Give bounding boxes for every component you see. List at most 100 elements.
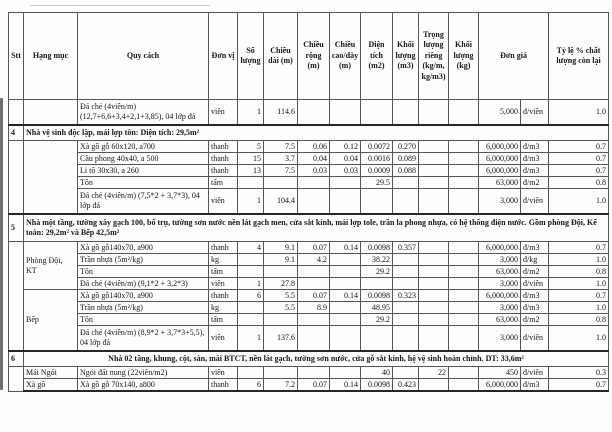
cell-don-gia-unit: đ/m3: [519, 378, 550, 392]
table-row: Phòng Đội, KT Xà gồ gỗ140x70, a900 thanh…: [8, 241, 610, 352]
cell-khoi-luong-m3: 0.323: [392, 289, 419, 302]
cell-khoi-luong-m3: 0.089: [392, 152, 419, 165]
cell-so-luong: 4: [237, 241, 264, 254]
cell-don-vi: kg: [208, 301, 238, 314]
cell-chieu-rong: 0.03: [297, 164, 330, 177]
cell-don-gia: 6,000,000: [478, 164, 521, 177]
cell-khoi-luong-kg: [448, 277, 479, 290]
cell-quy-cach: Xà gồ gỗ 70x140, a800: [77, 378, 209, 392]
cell-so-luong: 1: [237, 99, 264, 126]
cell-dien-tich: 48.95: [360, 301, 393, 314]
cell-khoi-luong-kg: [448, 301, 479, 314]
header-chieu-dai: Chiều dài (m): [263, 12, 298, 100]
cell-khoi-luong-m3: [392, 325, 419, 352]
cell-chieu-cao: 0.12: [329, 140, 361, 153]
cell-dien-tich: 40: [360, 366, 393, 379]
cell-quy-cach: Trần nhựa (5m²/kg): [77, 301, 209, 314]
cell-chieu-cao: 0.14: [329, 241, 361, 254]
cell-trong-luong-rieng: [418, 241, 449, 254]
cell-trong-luong-rieng: [418, 140, 449, 153]
cell-ty-le: 1.0: [548, 188, 610, 215]
cell-don-vi: thanh: [208, 164, 238, 177]
cell-don-vi: kg: [208, 253, 238, 266]
cell-ty-le: 0.8: [548, 313, 610, 326]
section-title: Nhà vệ sinh độc lập, mái lợp tôn: Diện t…: [22, 124, 610, 141]
section-stt: 4: [8, 124, 24, 141]
cell-don-vi: tấm: [208, 176, 238, 189]
cell-hang-muc: [23, 140, 78, 215]
cell-khoi-luong-m3: 0.357: [392, 241, 419, 254]
cell-don-vi: tấm: [208, 265, 238, 278]
cell-chieu-cao: [329, 176, 361, 189]
cell-don-gia-unit: đ/m3: [519, 164, 550, 177]
cell-ty-le: 1.0: [548, 325, 610, 352]
cell-quy-cach: Tôn: [77, 313, 209, 326]
cell-trong-luong-rieng: [418, 253, 449, 266]
cell-chieu-dai: 27.8: [263, 277, 298, 290]
cell-so-luong: 1: [237, 188, 264, 215]
header-chieu-rong: Chiều rộng (m): [297, 12, 330, 100]
cell-stt: [8, 366, 24, 392]
header-chieu-cao: Chiều cao/dày (m): [329, 12, 361, 100]
cell-quy-cach: Tôn: [77, 265, 209, 278]
cell-khoi-luong-m3: [392, 277, 419, 290]
header-row: Stt Hạng mục Quy cách Đơn vị Số lượng Ch…: [8, 12, 610, 100]
cell-so-luong: 6: [237, 378, 264, 392]
cell-chieu-rong: 4.2: [297, 253, 330, 266]
table-row: Cầu phong 40x40, a 500 thanh 15 3.7 0.04…: [9, 152, 610, 165]
cell-don-gia: 6,000,000: [478, 378, 521, 392]
cell-so-luong: 5: [237, 140, 264, 153]
cell-don-gia: 450: [478, 366, 521, 379]
cell-khoi-luong-m3: 0.088: [392, 164, 419, 177]
cell-chieu-cao: [329, 313, 361, 326]
header-hang-muc: Hạng mục: [23, 12, 78, 100]
cell-khoi-luong-kg: [448, 265, 479, 278]
cell-stt: [8, 140, 24, 215]
cell-trong-luong-rieng: [418, 164, 449, 177]
cell-don-gia-unit: đ/m3: [519, 152, 550, 165]
cell-don-gia-unit: đ/viên: [519, 277, 550, 290]
cell-trong-luong-rieng: [418, 265, 449, 278]
cell-ty-le: 0.7: [548, 152, 610, 165]
cell-chieu-cao: [329, 325, 361, 352]
cell-ty-le: 0.7: [548, 164, 610, 177]
table-row: Xà gồ gỗ 60x120, a700 thanh 5 7.5 0.06 0…: [8, 140, 610, 215]
cell-chieu-rong: [297, 99, 330, 126]
cell-khoi-luong-kg: [448, 313, 479, 326]
table-row: Đá chẻ (4viên/m) (7,5*2 + 3,7*3), 04 lớp…: [9, 188, 610, 215]
cell-dien-tich: 0.0098: [360, 289, 393, 302]
cell-don-vi: thanh: [208, 152, 238, 165]
cell-so-luong: [237, 313, 264, 326]
cell-dien-tich: 0.0009: [360, 164, 393, 177]
cell-quy-cach: Đá chẻ (4viên/m) (12,7+6,6+3,4+2,1+3,85)…: [77, 99, 209, 126]
cell-chieu-dai: 9.1: [263, 241, 298, 254]
cell-don-gia-unit: đ/m2: [519, 265, 550, 278]
cell-don-gia: 3,000: [478, 301, 521, 314]
cell-quy-cach: Tôn: [77, 176, 209, 189]
cell-khoi-luong-m3: [392, 313, 419, 326]
cell-ty-le: 1.0: [548, 277, 610, 290]
cell-so-luong: 1: [237, 277, 264, 290]
cell-chieu-cao: 0.04: [329, 152, 361, 165]
cell-don-vi: viên: [208, 325, 238, 352]
cell-quy-cach: Xà gồ gỗ140x70, a900: [77, 241, 209, 254]
cell-ty-le: 1.0: [548, 253, 610, 266]
cell-chieu-rong: [297, 366, 330, 379]
cell-dien-tich: 0.0016: [360, 152, 393, 165]
cell-khoi-luong-m3: [392, 265, 419, 278]
cell-dien-tich: 0.0098: [360, 241, 393, 254]
cell-so-luong: [237, 253, 264, 266]
cell-chieu-dai: [263, 366, 298, 379]
table-row: Tôn tấm 29.2 63,000 đ/m2 0.8: [9, 265, 610, 278]
cell-so-luong: 1: [237, 325, 264, 352]
cell-hang-muc: Bếp: [23, 289, 78, 352]
table-row: Mái Ngói Ngói đất nung (22viên/m2) viên …: [8, 366, 610, 392]
cell-don-gia-unit: đ/m3: [519, 289, 550, 302]
cell-dien-tich: 0.0098: [360, 378, 393, 392]
cell-so-luong: 6: [237, 289, 264, 302]
cell-chieu-dai: [263, 313, 298, 326]
cell-khoi-luong-m3: [392, 253, 419, 266]
header-khoi-luong-m3: Khối lượng (m3): [392, 12, 419, 100]
cell-quy-cach: Đá chẻ (4viên/m) (9,1*2 + 3,2*3): [77, 277, 209, 290]
